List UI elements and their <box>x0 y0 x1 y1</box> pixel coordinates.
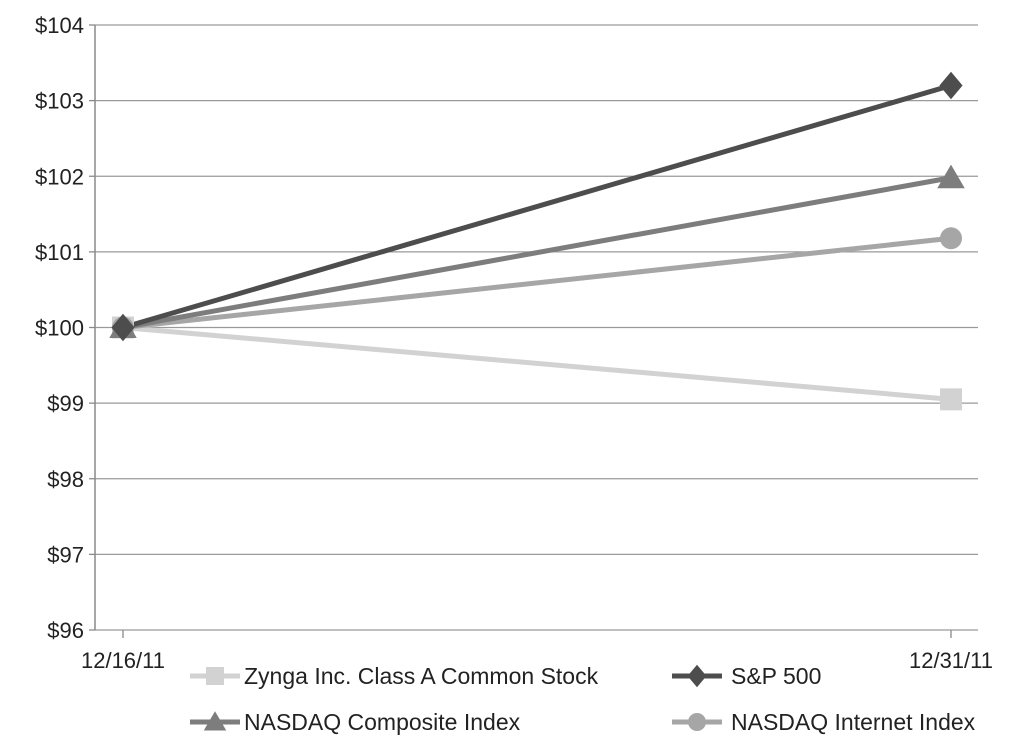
y-tick-label: $101 <box>35 240 84 265</box>
data-point <box>940 227 962 250</box>
axes <box>89 24 952 638</box>
y-tick-label: $102 <box>35 164 84 189</box>
y-tick-label: $98 <box>47 467 84 492</box>
legend-marker <box>688 713 706 731</box>
series-line <box>122 325 952 402</box>
legend-label: Zynga Inc. Class A Common Stock <box>244 663 599 689</box>
data-point <box>111 313 135 342</box>
y-tick-label: $96 <box>47 618 84 643</box>
y-tick-label: $97 <box>47 542 84 567</box>
tick-labels: $96 $97 $98 $99 $100 $101 $102 $103 $104 12/16/11… <box>35 13 993 673</box>
legend-item: Zynga Inc. Class A Common Stock <box>190 663 599 689</box>
legend-label: NASDAQ Internet Index <box>731 709 976 735</box>
legend-label: NASDAQ Composite Index <box>244 709 521 735</box>
y-tick-label: $104 <box>35 13 84 38</box>
series-line <box>122 175 952 330</box>
data-point <box>937 164 965 189</box>
legend-item: S&P 500 <box>672 663 821 689</box>
y-tick-label: $99 <box>47 391 84 416</box>
data-point <box>940 388 962 411</box>
series-line <box>122 83 952 330</box>
series-line <box>122 235 952 330</box>
legend-label: S&P 500 <box>731 663 821 689</box>
legend-marker <box>687 664 707 688</box>
legend-item: NASDAQ Composite Index <box>190 709 521 735</box>
legend-marker <box>203 711 227 731</box>
legend-item: NASDAQ Internet Index <box>672 709 976 735</box>
legend: Zynga Inc. Class A Common Stock S&P 500 NA… <box>190 663 976 735</box>
y-tick-label: $103 <box>35 89 84 114</box>
series-lines <box>109 71 965 411</box>
data-point <box>939 71 963 100</box>
x-tick-label: 12/16/11 <box>81 648 165 673</box>
y-tick-label: $100 <box>35 316 84 341</box>
legend-marker <box>206 667 224 685</box>
x-tick-label: 12/31/11 <box>909 648 993 673</box>
